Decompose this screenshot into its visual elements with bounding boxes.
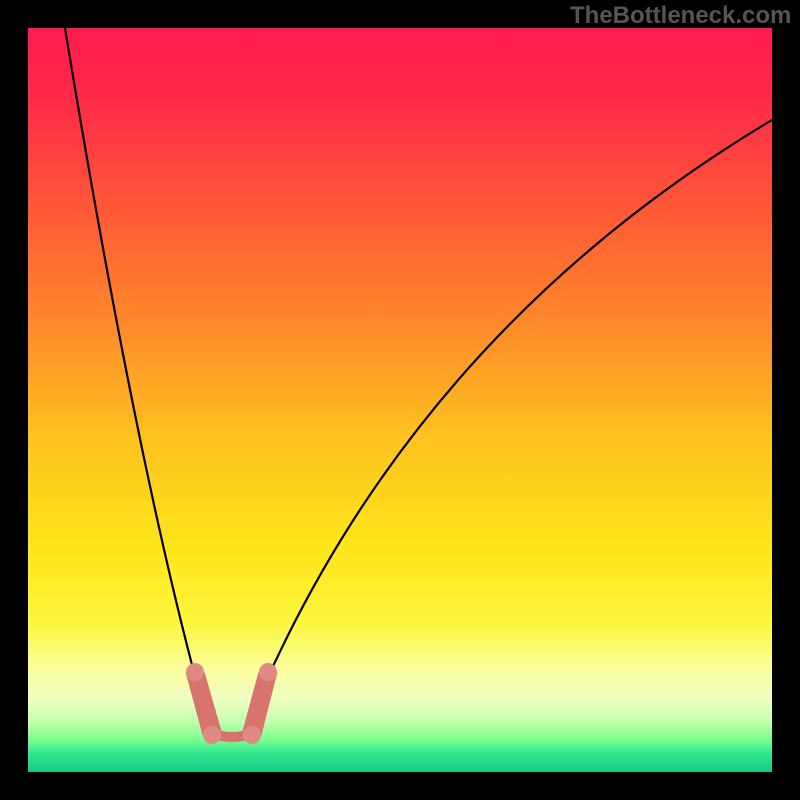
valley-marker-cap-left-bottom [203, 726, 221, 744]
valley-marker-cap-right-top [259, 663, 277, 681]
watermark-label: TheBottleneck.com [570, 2, 791, 30]
valley-marker-cap-right-bottom [243, 726, 261, 744]
valley-marker-cap-left-top [186, 663, 204, 681]
gradient-panel [28, 28, 772, 772]
bottleneck-chart [0, 0, 800, 800]
